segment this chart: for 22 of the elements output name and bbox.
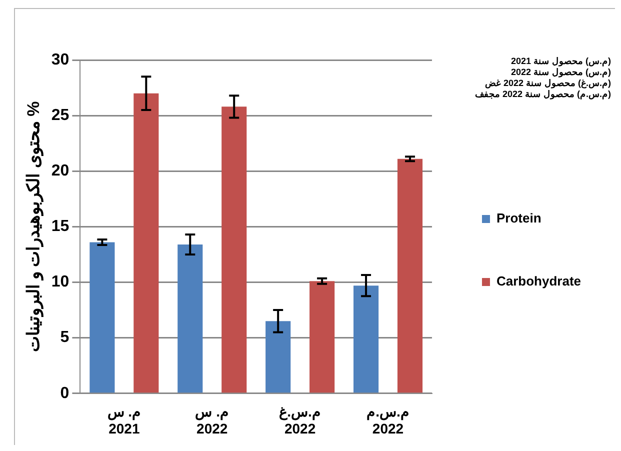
bar <box>222 106 247 393</box>
y-axis-title: محتوى الكربوهيدرات و البروتينات % <box>24 101 44 352</box>
text: (م.س) محصول سنة 2022 <box>510 67 611 78</box>
legend-label: Carbohydrate <box>496 274 582 289</box>
y-tick-label: 5 <box>60 329 70 346</box>
legend-label: Protein <box>496 210 542 226</box>
y-tick-label: 15 <box>51 218 70 236</box>
text: (م.س.غ) محصول سنة 2022 غض <box>484 78 611 89</box>
bar <box>266 321 291 393</box>
bar <box>90 242 115 393</box>
text: (م.س) محصول سنة 2021 <box>510 56 611 67</box>
text: (م.س.م) محصول سنة 2022 مجفف <box>474 89 611 100</box>
y-tick-label: 0 <box>60 384 70 402</box>
y-tick-label: 20 <box>51 162 70 180</box>
y-tick-label: 30 <box>51 51 70 68</box>
bar <box>134 93 159 393</box>
bar <box>178 244 203 393</box>
bar <box>397 158 423 393</box>
bar <box>310 281 335 393</box>
y-tick-label: 10 <box>51 274 70 291</box>
bar <box>353 286 379 393</box>
y-tick-label: 25 <box>51 106 70 124</box>
